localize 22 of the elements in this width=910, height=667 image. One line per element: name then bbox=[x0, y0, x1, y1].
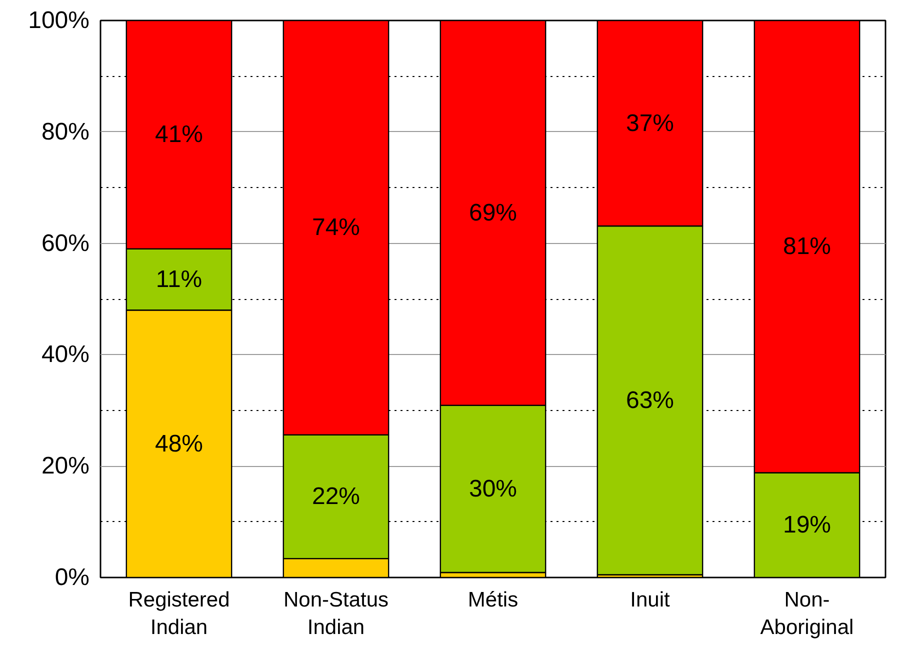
x-tick-label: Inuit bbox=[630, 588, 670, 612]
y-tick-label: 60% bbox=[41, 230, 90, 257]
data-label: 81% bbox=[782, 233, 832, 260]
data-label: 11% bbox=[156, 266, 202, 294]
data-label: 22% bbox=[312, 483, 360, 510]
data-label: 37% bbox=[626, 110, 674, 137]
y-tick-label: 20% bbox=[41, 452, 90, 480]
x-tick-label: Non- Aboriginal bbox=[760, 588, 854, 640]
y-tick-label: 100% bbox=[28, 7, 90, 34]
data-label: 19% bbox=[782, 512, 832, 539]
data-label: 30% bbox=[468, 475, 518, 502]
y-tick-label: 0% bbox=[54, 564, 90, 591]
y-tick-label: 80% bbox=[41, 118, 90, 146]
data-label: 41% bbox=[154, 121, 204, 148]
y-tick-label: 40% bbox=[41, 341, 90, 368]
x-tick-label: Non-Status Indian bbox=[283, 588, 389, 640]
x-tick-label: Registered Indian bbox=[128, 588, 230, 640]
data-label: 74% bbox=[312, 214, 360, 242]
data-label: 63% bbox=[626, 386, 674, 414]
data-label: 48% bbox=[154, 430, 204, 458]
x-tick-label: Métis bbox=[468, 588, 518, 612]
data-label: 69% bbox=[468, 199, 518, 226]
